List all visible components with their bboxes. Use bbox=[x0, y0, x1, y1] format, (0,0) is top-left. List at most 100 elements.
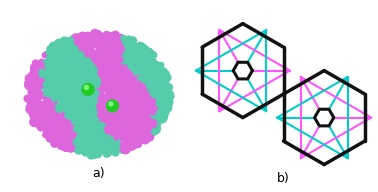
Circle shape bbox=[69, 120, 77, 128]
Circle shape bbox=[97, 134, 103, 140]
Circle shape bbox=[123, 74, 128, 79]
Circle shape bbox=[73, 119, 79, 124]
Circle shape bbox=[128, 128, 133, 133]
Circle shape bbox=[72, 51, 79, 58]
Circle shape bbox=[82, 80, 88, 85]
Circle shape bbox=[118, 128, 124, 134]
Circle shape bbox=[69, 48, 77, 55]
Circle shape bbox=[97, 34, 104, 42]
Circle shape bbox=[142, 105, 149, 112]
Circle shape bbox=[128, 121, 134, 127]
Circle shape bbox=[144, 129, 150, 136]
Circle shape bbox=[66, 38, 74, 45]
Circle shape bbox=[127, 87, 131, 92]
Circle shape bbox=[108, 128, 115, 135]
Circle shape bbox=[62, 40, 69, 47]
Circle shape bbox=[82, 71, 88, 77]
Circle shape bbox=[96, 62, 104, 70]
Circle shape bbox=[111, 147, 118, 153]
Circle shape bbox=[93, 147, 99, 154]
Circle shape bbox=[148, 61, 153, 66]
Circle shape bbox=[74, 68, 82, 76]
Circle shape bbox=[121, 134, 127, 140]
Circle shape bbox=[63, 52, 69, 57]
Circle shape bbox=[124, 133, 131, 140]
Circle shape bbox=[30, 93, 37, 100]
Circle shape bbox=[100, 46, 105, 52]
Circle shape bbox=[96, 125, 102, 131]
Circle shape bbox=[157, 83, 163, 89]
Circle shape bbox=[87, 139, 93, 144]
Circle shape bbox=[95, 130, 100, 135]
Circle shape bbox=[101, 79, 107, 86]
Circle shape bbox=[73, 105, 79, 111]
Circle shape bbox=[29, 100, 36, 107]
Circle shape bbox=[139, 54, 145, 60]
Circle shape bbox=[141, 68, 146, 74]
Circle shape bbox=[153, 70, 161, 79]
Circle shape bbox=[157, 71, 162, 76]
Circle shape bbox=[157, 113, 164, 120]
Circle shape bbox=[39, 79, 44, 84]
Circle shape bbox=[107, 66, 114, 73]
Circle shape bbox=[126, 67, 133, 74]
Circle shape bbox=[139, 107, 144, 112]
Circle shape bbox=[129, 141, 135, 147]
Circle shape bbox=[32, 113, 37, 118]
Circle shape bbox=[115, 119, 121, 125]
Circle shape bbox=[130, 120, 139, 129]
Circle shape bbox=[87, 36, 94, 43]
Circle shape bbox=[82, 107, 91, 115]
Circle shape bbox=[98, 98, 102, 103]
Circle shape bbox=[94, 102, 101, 108]
Circle shape bbox=[65, 125, 72, 132]
Circle shape bbox=[128, 120, 135, 127]
Circle shape bbox=[112, 69, 120, 78]
Circle shape bbox=[91, 38, 96, 44]
Circle shape bbox=[84, 120, 91, 127]
Circle shape bbox=[141, 44, 146, 49]
Circle shape bbox=[92, 146, 98, 152]
Circle shape bbox=[78, 88, 83, 93]
Circle shape bbox=[43, 71, 51, 79]
Circle shape bbox=[64, 59, 70, 65]
Circle shape bbox=[116, 129, 122, 135]
Circle shape bbox=[73, 98, 82, 106]
Circle shape bbox=[153, 66, 158, 71]
Circle shape bbox=[70, 47, 78, 55]
Circle shape bbox=[79, 109, 84, 114]
Circle shape bbox=[129, 43, 136, 51]
Circle shape bbox=[118, 116, 124, 122]
Circle shape bbox=[55, 104, 64, 112]
Circle shape bbox=[65, 40, 70, 45]
Circle shape bbox=[117, 76, 123, 82]
Circle shape bbox=[157, 104, 164, 111]
Circle shape bbox=[58, 80, 64, 86]
Circle shape bbox=[122, 93, 129, 99]
Circle shape bbox=[87, 124, 92, 129]
Circle shape bbox=[150, 112, 154, 116]
Circle shape bbox=[119, 36, 124, 42]
Circle shape bbox=[88, 46, 94, 52]
Circle shape bbox=[136, 76, 143, 83]
Circle shape bbox=[94, 144, 99, 148]
Circle shape bbox=[80, 131, 85, 136]
Circle shape bbox=[74, 43, 79, 48]
Circle shape bbox=[88, 127, 97, 136]
Circle shape bbox=[135, 84, 143, 91]
Circle shape bbox=[103, 132, 108, 137]
Circle shape bbox=[70, 132, 76, 138]
Circle shape bbox=[92, 150, 100, 158]
Circle shape bbox=[150, 69, 156, 75]
Circle shape bbox=[116, 127, 124, 134]
Circle shape bbox=[125, 114, 132, 121]
Circle shape bbox=[76, 108, 81, 114]
Circle shape bbox=[147, 62, 154, 69]
Circle shape bbox=[68, 110, 76, 118]
Circle shape bbox=[107, 136, 113, 142]
Circle shape bbox=[101, 57, 108, 64]
Circle shape bbox=[127, 77, 135, 85]
Circle shape bbox=[39, 120, 44, 126]
Circle shape bbox=[141, 129, 148, 136]
Circle shape bbox=[28, 100, 35, 107]
